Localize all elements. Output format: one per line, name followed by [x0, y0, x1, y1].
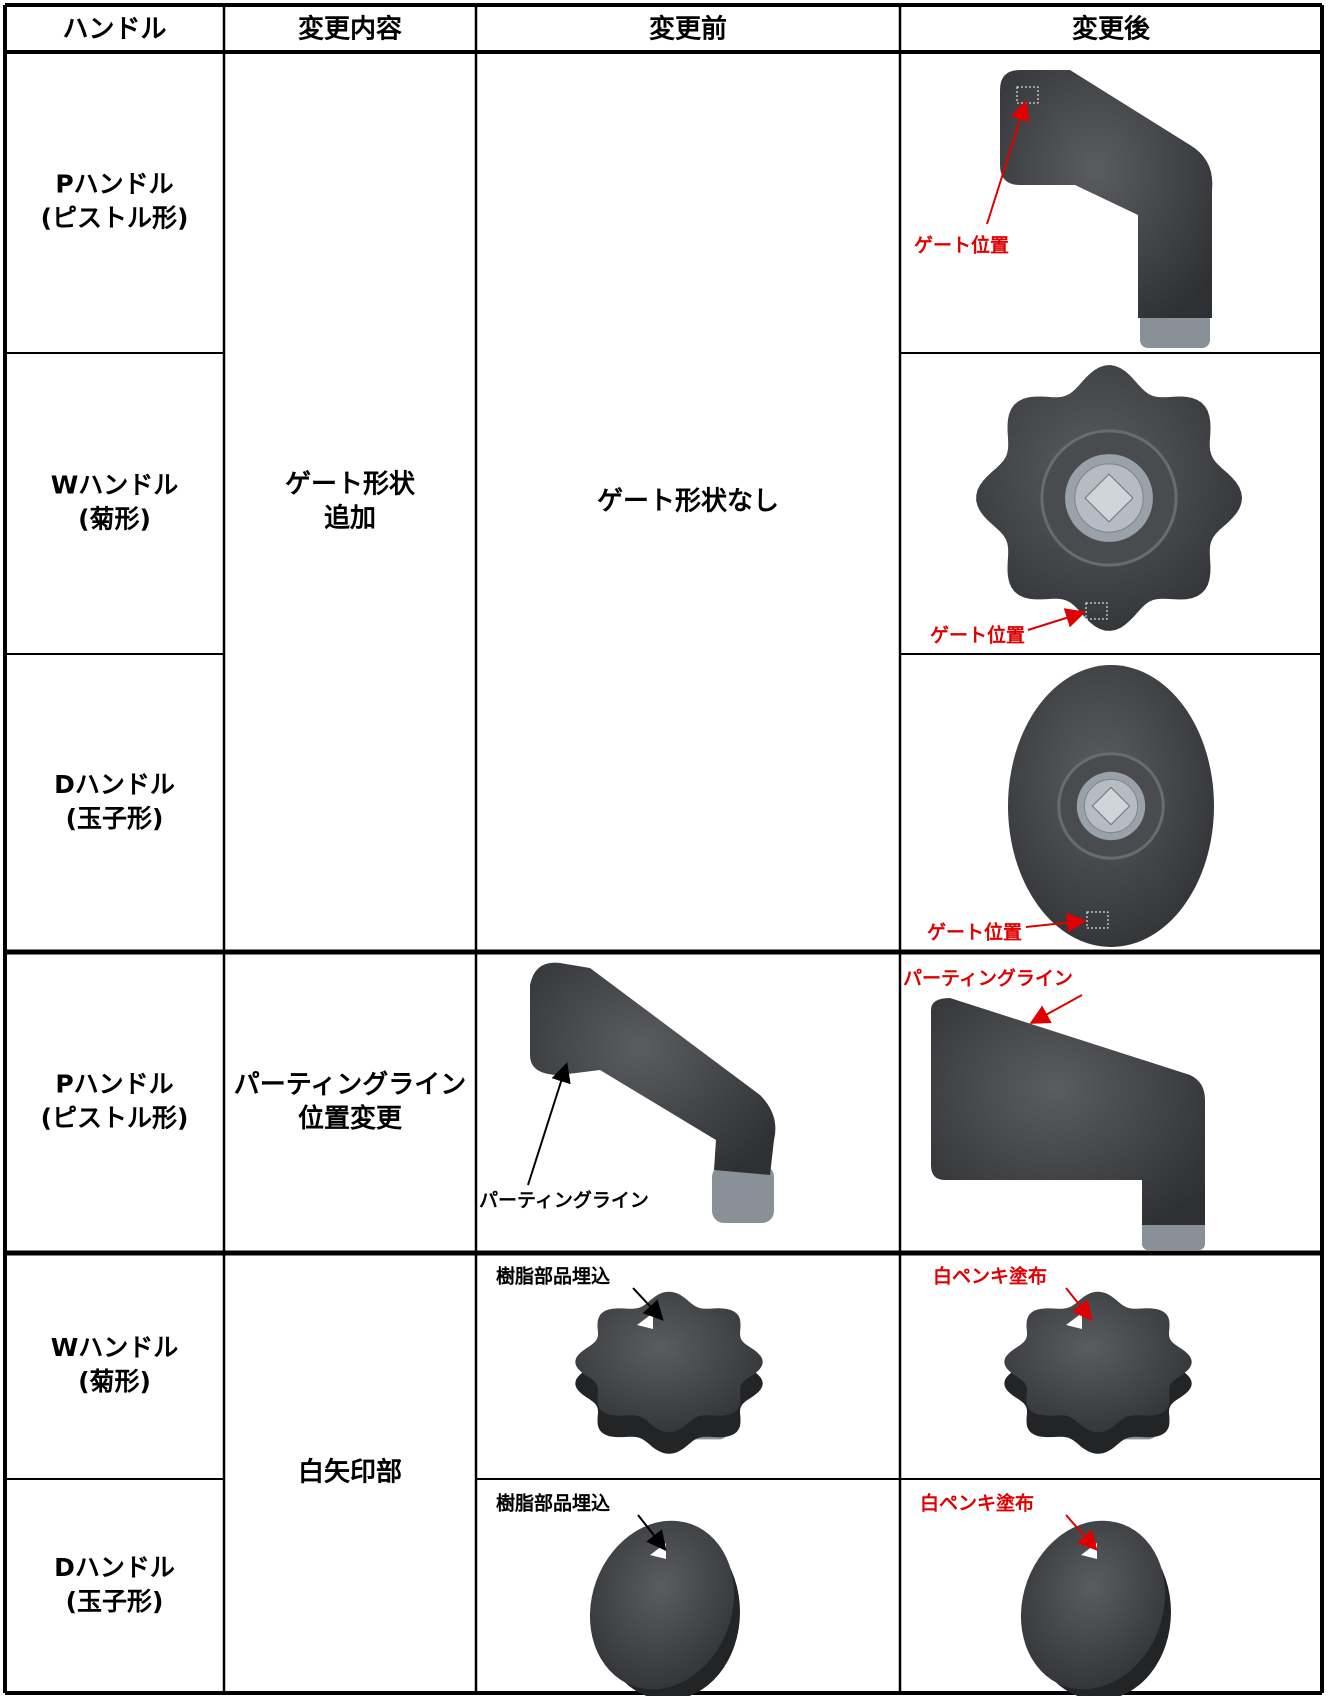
- annotation-arrow: [1065, 1287, 1093, 1322]
- egg-knob: [1020, 1520, 1166, 1690]
- knob: [1004, 1291, 1192, 1433]
- change-label: パーティングライン: [234, 1070, 466, 1100]
- change-label: 追加: [324, 503, 376, 534]
- annotation: 白ペンキ塗布: [933, 1265, 1047, 1288]
- annotation: ゲート位置: [914, 234, 1009, 257]
- handle-label: Wハンドル: [51, 1333, 179, 1362]
- annotation-arrow: [986, 100, 1030, 225]
- pistol-handle: [931, 998, 1205, 1225]
- change-label: 白矢印部: [298, 1457, 402, 1488]
- handle-label: Wハンドル: [51, 471, 179, 500]
- handle-label: Pハンドル: [55, 170, 173, 199]
- handle-label: Dハンドル: [54, 1553, 175, 1582]
- hub-square: [1091, 786, 1131, 826]
- gate-marker: [1016, 86, 1039, 104]
- handle-collar: [712, 1165, 774, 1223]
- annotation-arrow: [1025, 912, 1087, 933]
- handle-label: (玉子形): [66, 804, 164, 833]
- annotation: 樹脂部品埋込: [496, 1265, 610, 1288]
- gate-marker: [1086, 911, 1109, 929]
- annotation-arrow: [1027, 608, 1086, 631]
- header-cell: 変更内容: [298, 14, 402, 45]
- gate-marker: [1085, 602, 1108, 620]
- handle-label: (菊形): [78, 1367, 151, 1396]
- handle-label: Dハンドル: [54, 770, 175, 799]
- annotation: 白ペンキ塗布: [920, 1492, 1034, 1515]
- handle-label: (ピストル形): [41, 204, 189, 233]
- annotation: ゲート位置: [927, 921, 1022, 944]
- annotation-arrow: [527, 1062, 571, 1186]
- change-label: ゲート形状: [285, 470, 416, 500]
- egg-knob: [589, 1520, 735, 1690]
- header-cell: 変更前: [649, 14, 727, 45]
- pistol-handle: [530, 962, 776, 1175]
- header-cell: 変更後: [1072, 14, 1151, 45]
- annotation-arrow: [1065, 1514, 1098, 1552]
- before-label: ゲート形状なし: [597, 487, 779, 517]
- handle-label: Pハンドル: [55, 1070, 173, 1099]
- handle-label: (菊形): [78, 505, 151, 534]
- annotation: パーティングライン: [903, 967, 1073, 990]
- annotation: パーティングライン: [479, 1189, 649, 1212]
- annotation-arrow: [632, 1287, 664, 1321]
- pistol-handle: [1000, 70, 1213, 318]
- change-label: 位置変更: [298, 1103, 403, 1134]
- handle-label: (ピストル形): [41, 1104, 189, 1133]
- hub-square: [1084, 473, 1134, 523]
- annotation-arrow: [1029, 994, 1083, 1024]
- handle-label: (玉子形): [66, 1587, 164, 1616]
- handle-collar: [1140, 312, 1210, 348]
- annotation: ゲート位置: [930, 624, 1025, 647]
- annotation-arrow: [637, 1514, 667, 1552]
- header-cell: ハンドル: [62, 15, 166, 45]
- knob: [575, 1291, 763, 1433]
- annotation: 樹脂部品埋込: [496, 1492, 610, 1515]
